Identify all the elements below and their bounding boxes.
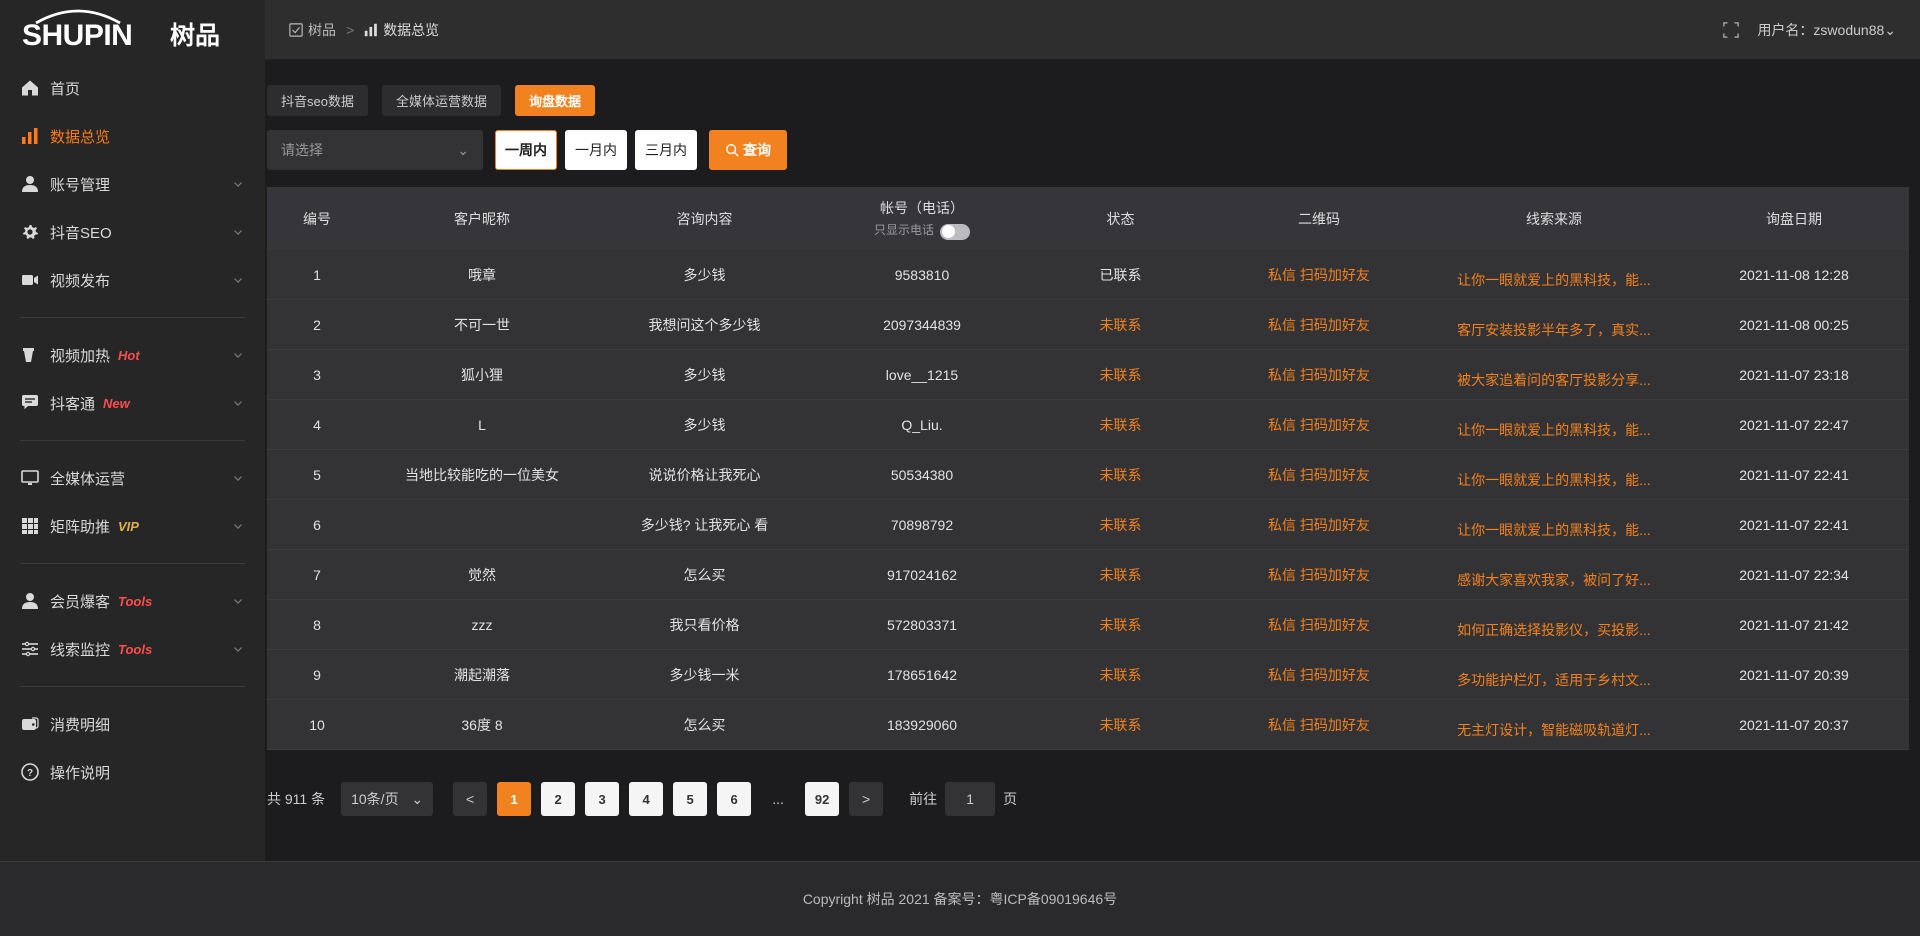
svg-text:SHUPIN: SHUPIN (22, 19, 132, 52)
svg-text:树品: 树品 (170, 22, 220, 50)
svg-text:?: ? (27, 768, 33, 779)
